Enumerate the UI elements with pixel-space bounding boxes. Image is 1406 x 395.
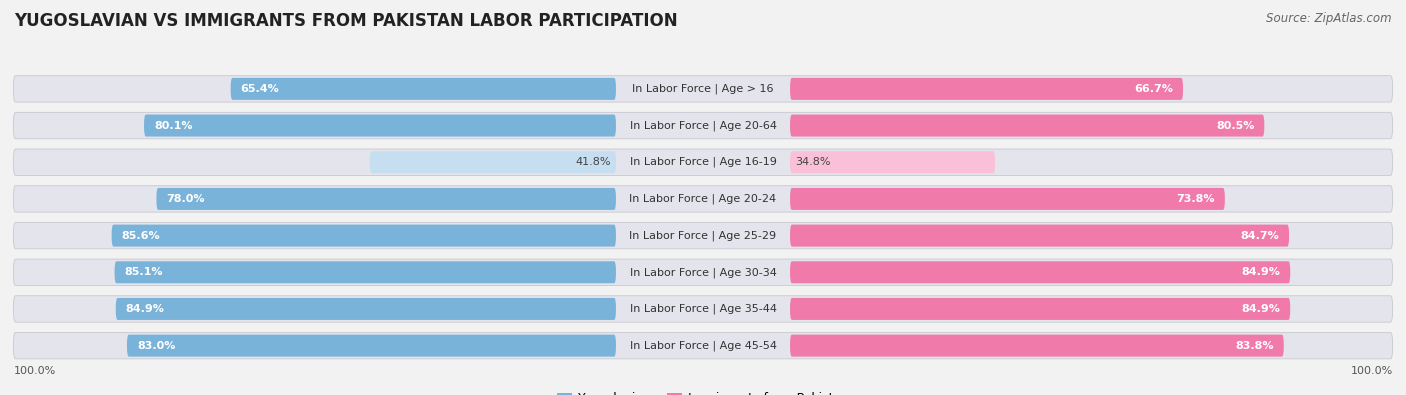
Text: 84.9%: 84.9% xyxy=(1241,267,1281,277)
FancyBboxPatch shape xyxy=(14,149,1392,175)
FancyBboxPatch shape xyxy=(790,335,1284,357)
Text: 83.8%: 83.8% xyxy=(1236,340,1274,351)
Text: In Labor Force | Age 25-29: In Labor Force | Age 25-29 xyxy=(630,230,776,241)
FancyBboxPatch shape xyxy=(143,115,616,137)
FancyBboxPatch shape xyxy=(790,298,1291,320)
FancyBboxPatch shape xyxy=(156,188,616,210)
Text: 100.0%: 100.0% xyxy=(1350,365,1392,376)
FancyBboxPatch shape xyxy=(14,76,1392,102)
FancyBboxPatch shape xyxy=(370,151,616,173)
Text: In Labor Force | Age 45-54: In Labor Force | Age 45-54 xyxy=(630,340,776,351)
FancyBboxPatch shape xyxy=(790,261,1291,283)
Text: 34.8%: 34.8% xyxy=(796,157,831,167)
FancyBboxPatch shape xyxy=(14,186,1392,212)
Text: 41.8%: 41.8% xyxy=(575,157,610,167)
FancyBboxPatch shape xyxy=(790,115,1264,137)
FancyBboxPatch shape xyxy=(14,259,1392,286)
Text: YUGOSLAVIAN VS IMMIGRANTS FROM PAKISTAN LABOR PARTICIPATION: YUGOSLAVIAN VS IMMIGRANTS FROM PAKISTAN … xyxy=(14,12,678,30)
Text: 80.1%: 80.1% xyxy=(155,120,193,131)
FancyBboxPatch shape xyxy=(790,151,995,173)
FancyBboxPatch shape xyxy=(790,78,1182,100)
Text: In Labor Force | Age 30-34: In Labor Force | Age 30-34 xyxy=(630,267,776,278)
Text: 80.5%: 80.5% xyxy=(1216,120,1254,131)
Text: 65.4%: 65.4% xyxy=(240,84,280,94)
FancyBboxPatch shape xyxy=(115,298,616,320)
Text: 66.7%: 66.7% xyxy=(1135,84,1173,94)
Text: In Labor Force | Age > 16: In Labor Force | Age > 16 xyxy=(633,84,773,94)
FancyBboxPatch shape xyxy=(111,225,616,246)
Text: In Labor Force | Age 16-19: In Labor Force | Age 16-19 xyxy=(630,157,776,167)
Legend: Yugoslavian, Immigrants from Pakistan: Yugoslavian, Immigrants from Pakistan xyxy=(557,392,849,395)
FancyBboxPatch shape xyxy=(14,222,1392,249)
Text: In Labor Force | Age 20-24: In Labor Force | Age 20-24 xyxy=(630,194,776,204)
Text: In Labor Force | Age 20-64: In Labor Force | Age 20-64 xyxy=(630,120,776,131)
Text: 85.6%: 85.6% xyxy=(122,231,160,241)
Text: 84.9%: 84.9% xyxy=(1241,304,1281,314)
Text: 73.8%: 73.8% xyxy=(1177,194,1215,204)
FancyBboxPatch shape xyxy=(127,335,616,357)
FancyBboxPatch shape xyxy=(231,78,616,100)
FancyBboxPatch shape xyxy=(114,261,616,283)
Text: In Labor Force | Age 35-44: In Labor Force | Age 35-44 xyxy=(630,304,776,314)
Text: 83.0%: 83.0% xyxy=(136,340,176,351)
Text: 85.1%: 85.1% xyxy=(125,267,163,277)
FancyBboxPatch shape xyxy=(790,188,1225,210)
FancyBboxPatch shape xyxy=(14,296,1392,322)
FancyBboxPatch shape xyxy=(14,333,1392,359)
FancyBboxPatch shape xyxy=(790,225,1289,246)
Text: 100.0%: 100.0% xyxy=(14,365,56,376)
Text: 84.9%: 84.9% xyxy=(125,304,165,314)
Text: 84.7%: 84.7% xyxy=(1240,231,1279,241)
Text: 78.0%: 78.0% xyxy=(166,194,205,204)
FancyBboxPatch shape xyxy=(14,112,1392,139)
Text: Source: ZipAtlas.com: Source: ZipAtlas.com xyxy=(1267,12,1392,25)
